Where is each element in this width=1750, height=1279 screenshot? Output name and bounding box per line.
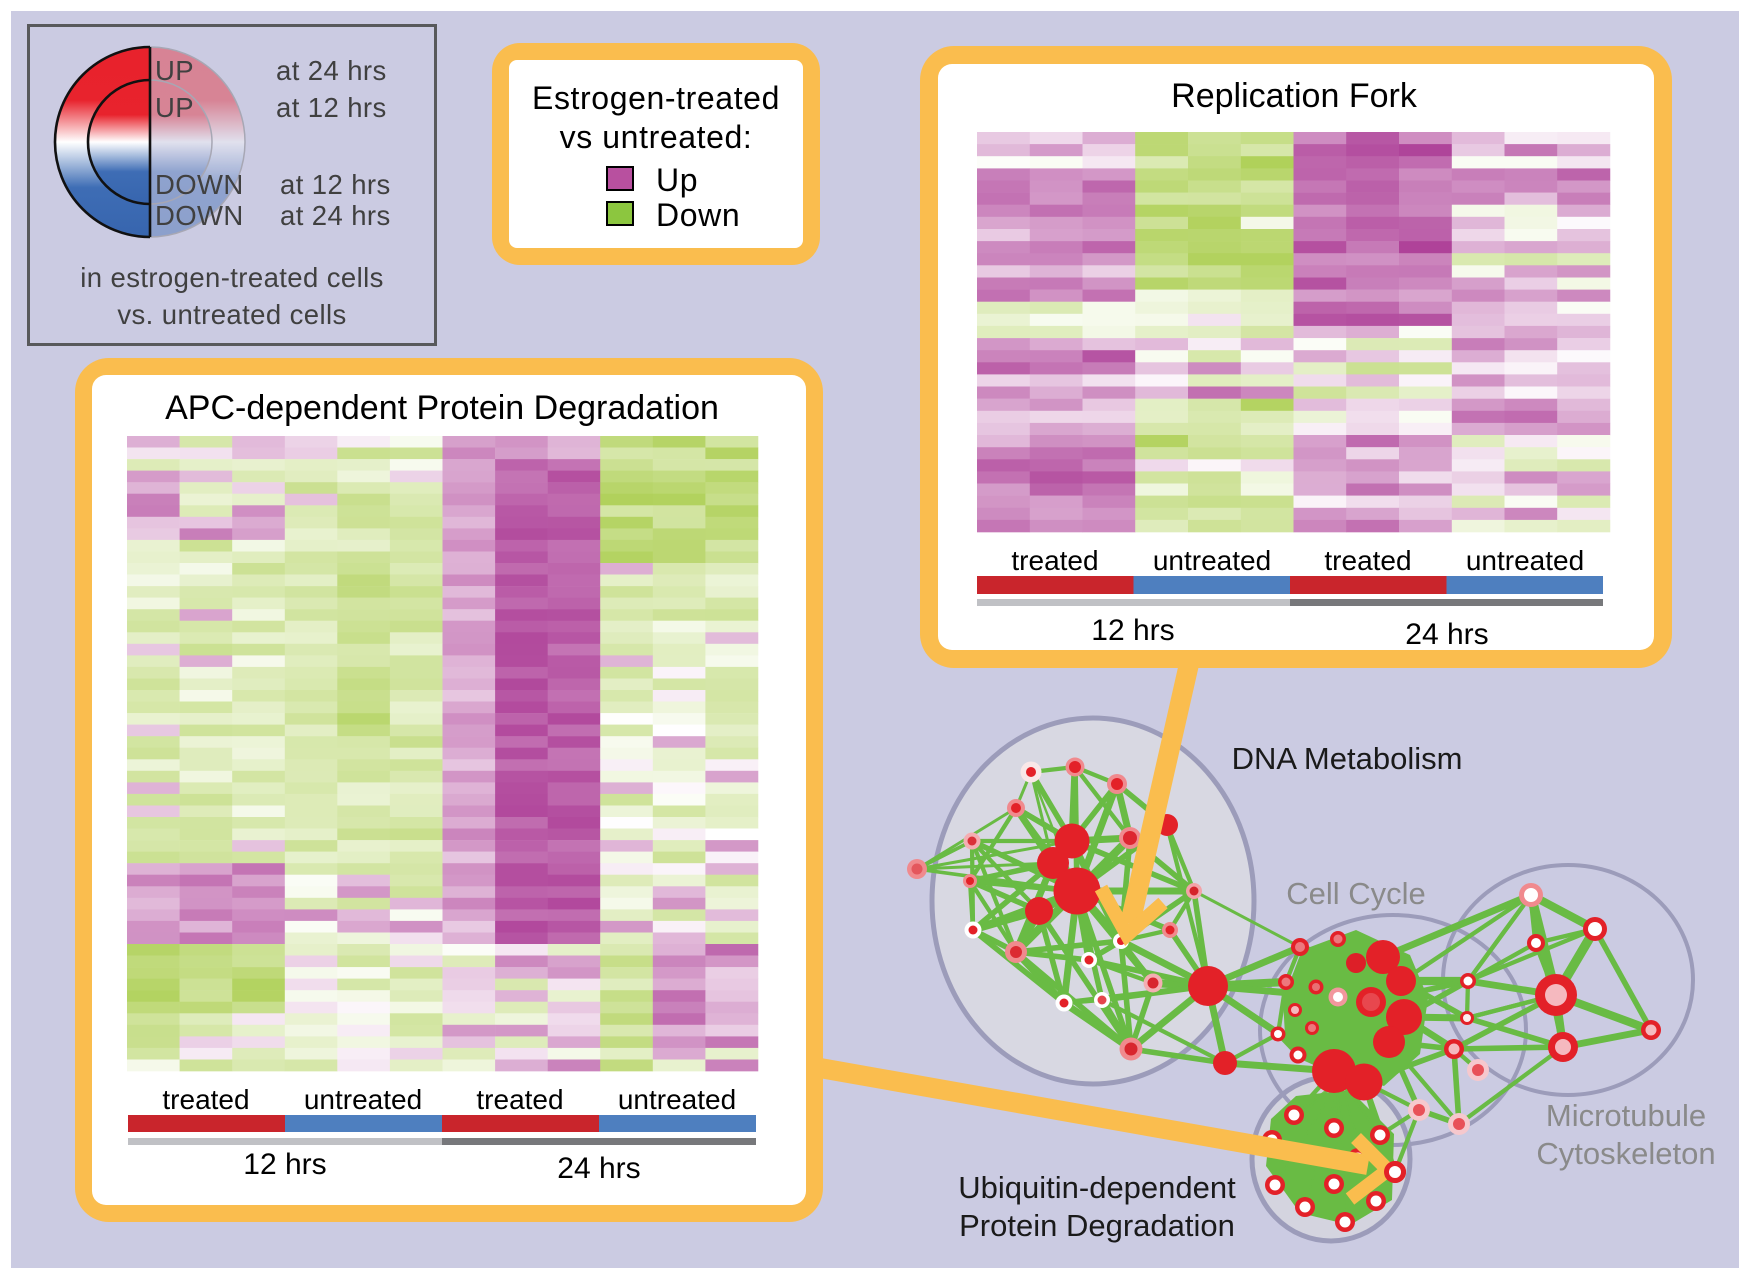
svg-text:at 24 hrs: at 24 hrs [276,55,387,86]
svg-text:DNA Metabolism: DNA Metabolism [1232,741,1463,776]
svg-text:UP: UP [155,92,194,123]
svg-text:24 hrs: 24 hrs [1405,618,1488,651]
svg-text:at 12 hrs: at 12 hrs [276,92,387,123]
svg-text:at 24 hrs: at 24 hrs [280,200,391,231]
svg-text:vs. untreated cells: vs. untreated cells [117,299,346,330]
svg-text:Microtubule: Microtubule [1546,1098,1706,1133]
svg-text:untreated: untreated [1153,545,1271,576]
svg-text:treated: treated [1324,545,1411,576]
svg-text:Protein Degradation: Protein Degradation [959,1208,1235,1243]
svg-text:Cell Cycle: Cell Cycle [1286,876,1426,911]
svg-text:Up: Up [656,162,698,198]
svg-text:APC-dependent Protein Degradat: APC-dependent Protein Degradation [165,389,719,427]
svg-text:at 12 hrs: at 12 hrs [280,169,391,200]
svg-text:treated: treated [162,1084,249,1115]
svg-text:vs untreated:: vs untreated: [560,119,753,155]
svg-text:treated: treated [476,1084,563,1115]
svg-text:Estrogen-treated: Estrogen-treated [532,80,780,116]
svg-text:treated: treated [1011,545,1098,576]
svg-text:DOWN: DOWN [155,200,244,231]
svg-text:Ubiquitin-dependent: Ubiquitin-dependent [958,1170,1236,1205]
svg-text:DOWN: DOWN [155,169,244,200]
svg-text:UP: UP [155,55,194,86]
svg-text:12 hrs: 12 hrs [243,1148,326,1181]
svg-text:untreated: untreated [304,1084,422,1115]
svg-text:Cytoskeleton: Cytoskeleton [1536,1136,1715,1171]
svg-text:24 hrs: 24 hrs [557,1152,640,1185]
svg-text:Down: Down [656,197,740,233]
svg-text:Replication Fork: Replication Fork [1171,77,1418,115]
svg-text:12 hrs: 12 hrs [1091,614,1174,647]
svg-text:untreated: untreated [1466,545,1584,576]
svg-text:untreated: untreated [618,1084,736,1115]
svg-text:in estrogen-treated cells: in estrogen-treated cells [80,262,384,293]
